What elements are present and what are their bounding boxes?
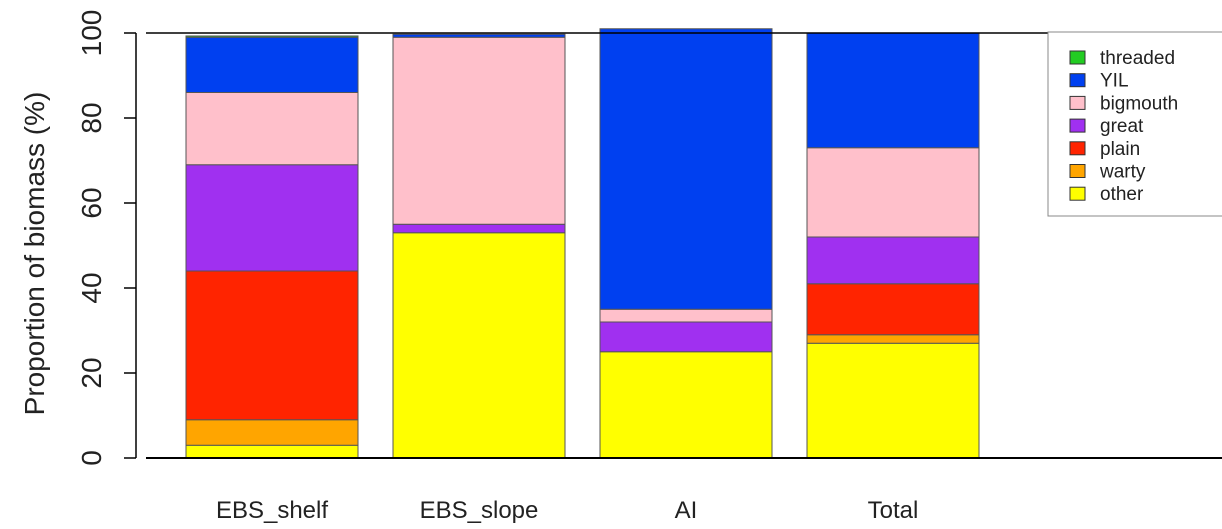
bar-segment-great (599, 321, 773, 353)
y-tick-label: 100 (76, 10, 107, 57)
y-tick-label: 20 (76, 357, 107, 388)
bar-segment-other (392, 232, 566, 459)
y-axis: 0 20 40 60 80 100 (76, 10, 137, 466)
bar-segment-plain (806, 283, 980, 336)
x-tick-label: AI (675, 497, 698, 524)
bar-segment-great (185, 164, 359, 272)
bar-segment-warty (185, 419, 359, 446)
legend-label-YIL: YIL (1100, 71, 1129, 92)
y-tick-label: 60 (76, 187, 107, 218)
x-axis-labels: EBS_shelf EBS_slope AI Total (216, 497, 918, 524)
x-tick-label: EBS_slope (420, 497, 539, 524)
bar-segment-YIL (806, 32, 980, 149)
bar-segment-threaded (185, 35, 359, 38)
legend-swatch-great (1069, 118, 1086, 133)
legend-label-bigmouth: bigmouth (1100, 93, 1178, 114)
bar-stack (806, 32, 980, 459)
bar-segment-bigmouth (392, 36, 566, 225)
bar-segment-great (392, 223, 566, 234)
legend-label-warty: warty (1099, 162, 1146, 183)
legend-label-threaded: threaded (1100, 48, 1175, 69)
bar-stacks (185, 28, 980, 459)
bar-stack (185, 35, 359, 459)
legend-swatch-threaded (1069, 50, 1086, 65)
legend-label-great: great (1100, 116, 1144, 137)
bar-stack (599, 28, 773, 459)
x-tick-label: EBS_shelf (216, 497, 328, 524)
bar-segment-other (185, 444, 359, 459)
y-tick-label: 80 (76, 102, 107, 133)
bar-stack (392, 33, 566, 459)
bar-segment-other (806, 342, 980, 459)
bar-segment-bigmouth (185, 92, 359, 166)
legend-label-plain: plain (1100, 139, 1140, 160)
y-axis-title: Proportion of biomass (%) (19, 92, 50, 416)
bar-segment-YIL (599, 28, 773, 310)
bar-segment-bigmouth (806, 147, 980, 238)
x-tick-label: Total (868, 497, 919, 524)
bar-segment-plain (185, 270, 359, 421)
legend-swatch-other (1069, 186, 1086, 201)
bar-segment-bigmouth (599, 308, 773, 323)
bar-segment-great (806, 236, 980, 285)
bar-segment-warty (806, 334, 980, 344)
legend-swatch-plain (1069, 141, 1086, 156)
y-tick-label: 40 (76, 272, 107, 303)
legend-label-other: other (1100, 184, 1144, 205)
bar-segment-other (599, 351, 773, 459)
y-tick-label: 0 (76, 450, 107, 466)
legend-swatch-YIL (1069, 73, 1086, 88)
bar-segment-YIL (185, 36, 359, 93)
legend-swatch-bigmouth (1069, 95, 1086, 110)
bar-segment-YIL (392, 33, 566, 38)
legend-swatch-warty (1069, 164, 1086, 178)
